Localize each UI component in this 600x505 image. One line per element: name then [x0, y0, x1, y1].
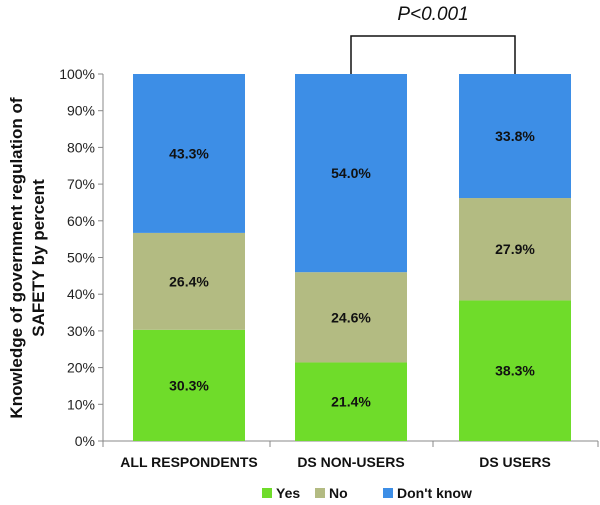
bar-segment [295, 362, 407, 441]
bar-segment [459, 198, 571, 301]
y-tick-label: 20% [67, 360, 95, 376]
p-value-label: P<0.001 [397, 4, 468, 25]
data-labels: 30.3% 26.4% 43.3% 21.4% 24.6% 54.0% 38.3% 27.9%… [169, 128, 535, 410]
y-tick-label: 40% [67, 286, 95, 302]
y-tick-label: 0% [75, 433, 95, 449]
y-tick-label: 60% [67, 213, 95, 229]
bar-segment [133, 232, 245, 330]
y-axis-ticks: 0% 10% 20% 30% 40% 50% 60% 70% 80% 90% 100% [59, 66, 103, 449]
legend-swatch [262, 488, 272, 498]
data-label: 38.3% [495, 363, 535, 379]
data-label: 21.4% [331, 394, 371, 410]
category-label: DS USERS [479, 454, 551, 470]
category-label: ALL RESPONDENTS [120, 454, 257, 470]
data-label: 54.0% [331, 165, 371, 181]
legend-label: No [329, 485, 348, 501]
legend: Yes No Don't know [262, 485, 472, 501]
y-tick-label: 70% [67, 176, 95, 192]
y-tick-label: 80% [67, 139, 95, 155]
y-tick-label: 50% [67, 250, 95, 266]
bar-segment [133, 74, 245, 233]
y-tick-label: 100% [59, 66, 95, 82]
legend-label: Don't know [397, 485, 472, 501]
x-axis-categories: ALL RESPONDENTS DS NON-USERS DS USERS [120, 454, 551, 470]
y-tick-label: 90% [67, 103, 95, 119]
data-label: 30.3% [169, 377, 209, 393]
y-tick-label: 10% [67, 396, 95, 412]
data-label: 27.9% [495, 241, 535, 257]
legend-swatch [383, 488, 393, 498]
significance-annotation: P<0.001 [350, 4, 516, 74]
bar-segment [133, 329, 245, 441]
data-label: 43.3% [169, 145, 209, 161]
data-label: 33.8% [495, 128, 535, 144]
significance-bracket [350, 35, 516, 74]
data-label: 26.4% [169, 273, 209, 289]
y-axis-title: Knowledge of government regulation of SAF… [7, 97, 48, 418]
bar-segment [295, 272, 407, 363]
y-axis-title-line: Knowledge of government regulation of [7, 97, 26, 418]
bar-segment [295, 74, 407, 273]
legend-swatch [315, 488, 325, 498]
legend-label: Yes [276, 485, 300, 501]
bar-segment [459, 74, 571, 199]
bars [133, 74, 571, 441]
category-label: DS NON-USERS [297, 454, 404, 470]
y-axis-title-line: SAFETY by percent [29, 179, 48, 337]
bar-segment [459, 300, 571, 441]
y-axis-label: Knowledge of government regulation of SAF… [7, 97, 48, 418]
y-tick-label: 30% [67, 323, 95, 339]
data-label: 24.6% [331, 309, 371, 325]
